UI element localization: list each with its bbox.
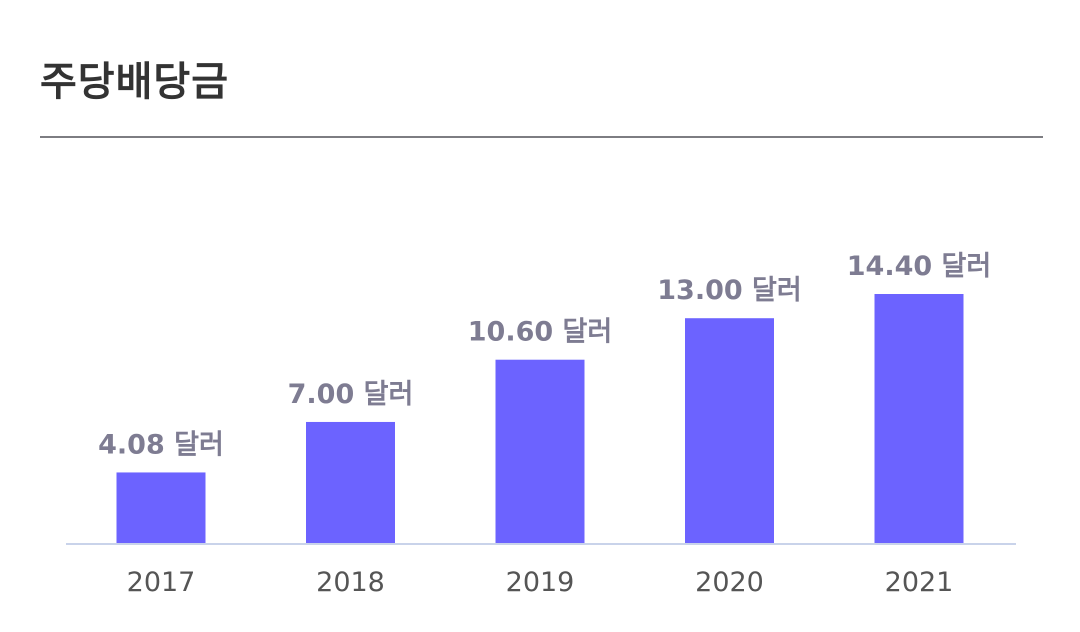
bar-2020 [685, 318, 774, 543]
value-label-2020: 13.00 달러 [657, 275, 801, 306]
bar-2018 [306, 421, 395, 543]
tick-labels-group: 2017 2018 2019 2020 2021 [127, 567, 954, 598]
value-labels-group: 4.08 달러 7.00 달러 10.60 달러 13.00 달러 14.40 달러 [98, 251, 991, 460]
value-label-2019: 10.60 달러 [468, 317, 612, 348]
x-tick-label-2020: 2020 [695, 567, 764, 598]
value-label-2018: 7.00 달러 [288, 379, 414, 410]
value-label-2017: 4.08 달러 [98, 429, 224, 460]
x-tick-label-2019: 2019 [506, 567, 575, 598]
value-label-2021: 14.40 달러 [847, 251, 991, 282]
bar-2021 [874, 294, 964, 543]
x-tick-label-2021: 2021 [885, 567, 954, 598]
bar-2017 [116, 472, 206, 543]
bar-2019 [495, 359, 585, 543]
x-tick-label-2017: 2017 [127, 567, 196, 598]
x-tick-label-2018: 2018 [316, 567, 385, 598]
chart-title: 주당배당금 [40, 59, 229, 105]
title-divider [40, 136, 1043, 138]
bars-group [116, 294, 964, 543]
